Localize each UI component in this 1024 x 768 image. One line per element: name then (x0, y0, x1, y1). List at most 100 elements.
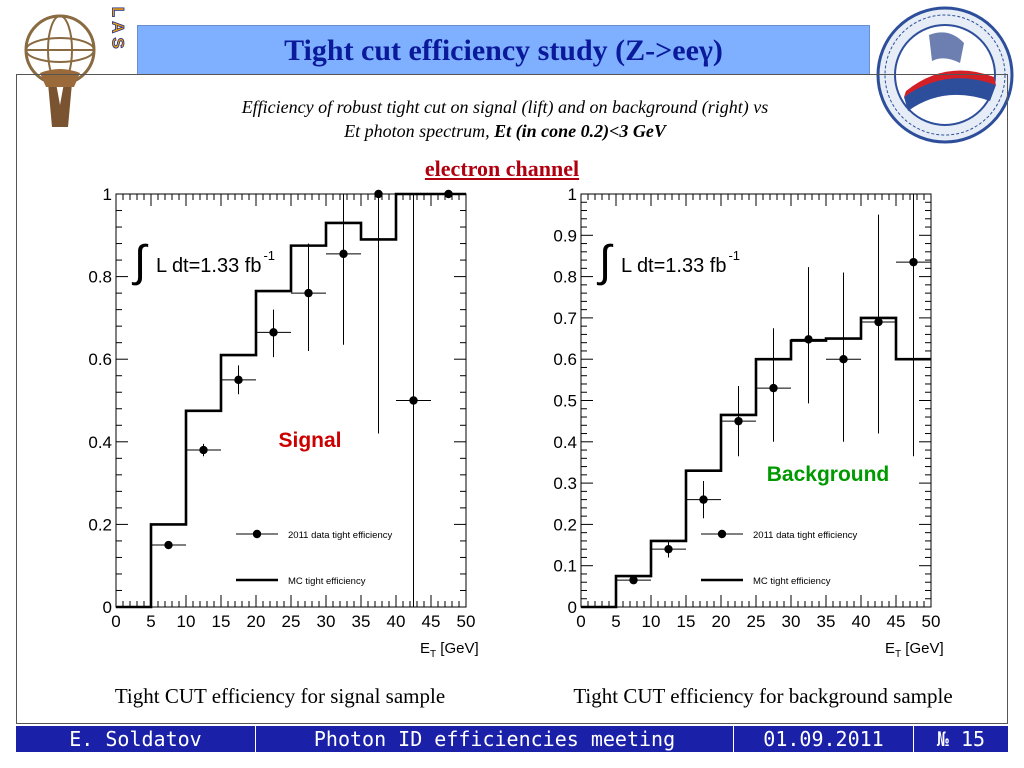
legend-mc-label: MC tight efficiency (288, 576, 366, 587)
footer-page-number: № 15 (936, 727, 986, 751)
footer-date: 01.09.2011 (734, 726, 914, 752)
legend-data-marker (717, 529, 727, 539)
data-marker (664, 544, 673, 554)
y-tick-label: 0.4 (553, 433, 577, 452)
data-point (151, 540, 186, 550)
y-tick-label: 0.7 (553, 309, 577, 328)
data-marker (304, 288, 313, 298)
y-tick-label: 0.5 (553, 392, 577, 411)
x-tick-label: 30 (317, 612, 336, 631)
title-bar: Tight cut efficiency study (Z->eeγ) (137, 25, 870, 75)
x-tick-label: 35 (817, 612, 836, 631)
legend: 2011 data tight efficiency MC tight effic… (236, 529, 392, 587)
y-tick-label: 1 (568, 185, 577, 204)
y-tick-label: 0.8 (88, 268, 112, 287)
x-tick-label: 30 (782, 612, 801, 631)
data-marker (339, 249, 348, 259)
x-tick-label: 5 (611, 612, 620, 631)
data-point (326, 194, 361, 345)
content-frame (16, 74, 1008, 724)
x-tick-label: 25 (282, 612, 301, 631)
data-point (221, 365, 256, 395)
footer-meeting: Photon ID efficiencies meeting (256, 726, 734, 752)
data-marker (699, 495, 708, 504)
x-tick-label: 50 (457, 612, 476, 631)
data-marker (769, 383, 778, 393)
x-tick-label: 50 (922, 612, 941, 631)
y-tick-label: 0.1 (553, 557, 577, 576)
footer-bar: E. Soldatov Photon ID efficiencies meeti… (16, 726, 1008, 752)
y-tick-label: 0.9 (553, 226, 577, 245)
y-tick-label: 0.6 (88, 350, 112, 369)
data-point (291, 243, 326, 351)
luminosity-exponent: -1 (263, 248, 275, 263)
x-tick-label: 15 (677, 612, 696, 631)
data-point (861, 214, 896, 434)
data-marker (164, 540, 173, 550)
y-tick-label: 0.2 (88, 515, 112, 534)
subtitle-line2-plain: Et photon spectrum, (344, 121, 495, 141)
data-marker (629, 575, 638, 585)
data-point (651, 540, 686, 558)
subtitle-line2-bold: Et (in cone 0.2)<3 GeV (494, 121, 666, 141)
signal-efficiency-chart: 0 5 10 15 20 25 30 35 40 45 50 0 0.2 0.4 0.6 0.8 1 ∫ L dt=… (88, 185, 479, 660)
x-tick-label: 45 (887, 612, 906, 631)
x-tick-label: 10 (642, 612, 661, 631)
data-marker (909, 257, 918, 267)
x-tick-label: 5 (146, 612, 155, 631)
x-axis-label: ET [GeV] (420, 640, 479, 660)
data-point (186, 443, 221, 457)
data-marker (374, 189, 383, 199)
luminosity-exponent: -1 (728, 248, 740, 263)
footer-author: E. Soldatov (16, 726, 256, 752)
data-point (686, 481, 721, 519)
data-marker (839, 355, 848, 364)
legend-data-label: 2011 data tight efficiency (753, 530, 857, 541)
data-marker (444, 189, 453, 199)
x-tick-label: 35 (352, 612, 371, 631)
series-annotation: Signal (278, 429, 341, 452)
subtitle-line1: Efficiency of robust tight cut on signal… (241, 97, 769, 117)
data-point (721, 386, 756, 457)
luminosity-label: L dt=1.33 fb (621, 255, 726, 277)
integral-symbol: ∫ (596, 237, 614, 286)
y-tick-label: 0.8 (553, 268, 577, 287)
legend-data-marker (252, 529, 262, 539)
x-tick-label: 15 (212, 612, 231, 631)
luminosity-label: L dt=1.33 fb (156, 255, 261, 277)
data-point (826, 272, 861, 442)
slide-subtitle: Efficiency of robust tight cut on signal… (140, 95, 870, 143)
x-tick-label: 25 (747, 612, 766, 631)
x-tick-label: 45 (422, 612, 441, 631)
background-efficiency-chart: 0 5 10 15 20 25 30 35 40 45 50 0 0.1 0.2 0.3 0.4 0.5 0.6 0… (553, 185, 944, 660)
mc-efficiency-histogram (116, 192, 466, 609)
y-tick-label: 0.4 (88, 433, 112, 452)
atlas-wordmark: ATLAS (108, 5, 128, 53)
x-tick-label: 40 (387, 612, 406, 631)
data-point (396, 194, 431, 607)
x-tick-label: 20 (712, 612, 731, 631)
caption-signal: Tight CUT efficiency for signal sample (114, 684, 446, 708)
y-tick-label: 0 (568, 598, 577, 617)
caption-background: Tight CUT efficiency for background samp… (573, 684, 953, 708)
y-tick-label: 0.6 (553, 350, 577, 369)
data-marker (409, 396, 418, 405)
legend: 2011 data tight efficiency MC tight effic… (701, 529, 857, 587)
mc-efficiency-histogram (581, 316, 931, 609)
legend-mc-label: MC tight efficiency (753, 576, 831, 587)
x-tick-label: 10 (177, 612, 196, 631)
x-tick-label: 20 (247, 612, 266, 631)
data-marker (269, 328, 278, 337)
mephi-logo-icon (876, 6, 1014, 144)
data-marker (804, 335, 813, 344)
data-point (361, 189, 396, 434)
data-marker (199, 445, 208, 455)
legend-data-label: 2011 data tight efficiency (288, 530, 392, 541)
integral-symbol: ∫ (131, 237, 149, 286)
data-marker (874, 317, 883, 327)
x-tick-label: 0 (576, 612, 585, 631)
x-axis-label: ET [GeV] (885, 640, 944, 660)
data-point (756, 328, 791, 442)
y-tick-label: 1 (103, 185, 112, 204)
slide-title: Tight cut efficiency study (Z->eeγ) (284, 34, 723, 67)
